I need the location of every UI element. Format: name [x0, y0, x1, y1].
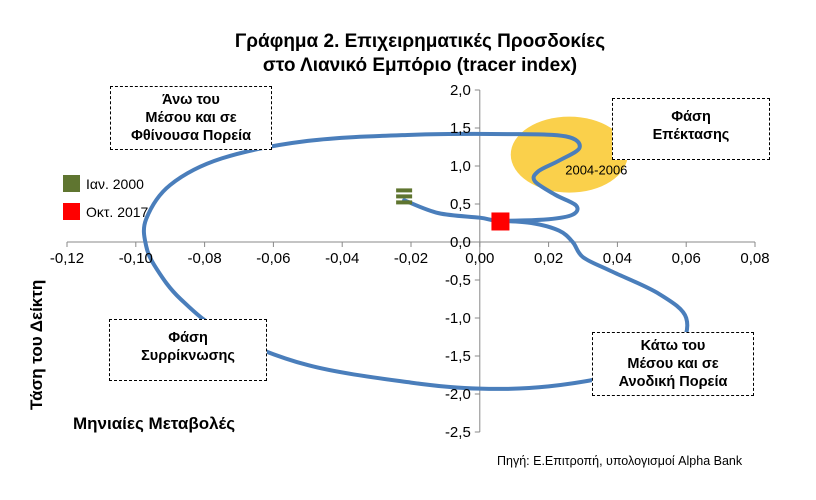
quadrant-box-bottom-right: Κάτω του Μέσου και σε Ανοδική Πορεία: [592, 332, 754, 396]
quadrant-box-bottom-left: Φάση Συρρίκνωσης: [109, 319, 267, 381]
box-line: Επέκτασης: [652, 127, 730, 143]
x-tick-label: -0,06: [256, 250, 290, 267]
chart-title-line2: στο Λιανικό Εμπόριο (tracer index): [262, 55, 578, 76]
box-line: Ανοδική Πορεία: [618, 374, 728, 390]
legend-item-end: Οκτ. 2017: [63, 203, 148, 220]
y-tick-label: -2,0: [445, 386, 471, 403]
quadrant-box-top-right: Φάση Επέκτασης: [612, 98, 770, 160]
y-tick-label: 0,0: [450, 234, 471, 251]
highlight-label: 2004-2006: [565, 163, 627, 178]
x-tick-label: -0,04: [325, 250, 359, 267]
legend-swatch: [63, 175, 80, 192]
quadrant-box-top-left: Άνω του Μέσου και σε Φθίνουσα Πορεία: [110, 86, 272, 150]
x-tick-label: 0,04: [603, 250, 632, 267]
y-tick-label: -0,5: [445, 272, 471, 289]
x-tick-label: 0,00: [465, 250, 494, 267]
box-line: Άνω του: [162, 92, 220, 108]
marker-end: [491, 212, 510, 231]
y-tick-label: -1,0: [445, 310, 471, 327]
x-tick-label: 0,08: [740, 250, 769, 267]
x-tick-label: 0,06: [672, 250, 701, 267]
x-tick-label: 0,02: [534, 250, 563, 267]
y-axis-label: Τάση του Δείκτη: [27, 279, 46, 410]
y-tick-label: 2,0: [450, 82, 471, 99]
marker-start-bar: [396, 194, 413, 199]
y-tick-label: -2,5: [445, 424, 471, 441]
box-line: Φάση: [671, 109, 711, 125]
box-line: Φάση: [168, 330, 208, 346]
x-tick-label: -0,10: [119, 250, 153, 267]
y-tick-label: 1,0: [450, 158, 471, 175]
marker-start: [396, 188, 413, 205]
legend-label: Οκτ. 2017: [86, 203, 149, 220]
legend-item-start: Ιαν. 2000: [63, 175, 144, 192]
x-tick-label: -0,08: [187, 250, 221, 267]
x-tick-label: -0,02: [394, 250, 428, 267]
x-tick-label: -0,12: [50, 250, 84, 267]
box-line: Μέσου και σε: [145, 110, 237, 126]
box-line: Κάτω του: [640, 338, 706, 354]
series-line: [141, 131, 690, 391]
y-tick-label: -1,5: [445, 348, 471, 365]
source-note: Πηγή: Ε.Επιτροπή, υπολογισμοί Alpha Bank: [497, 454, 743, 468]
box-line: Φθίνουσα Πορεία: [130, 128, 252, 144]
x-axis-label: Μηνιαίες Μεταβολές: [73, 414, 236, 433]
y-tick-label: 0,5: [450, 196, 471, 213]
box-line: Συρρίκνωσης: [141, 348, 235, 364]
y-tick-label: 1,5: [450, 120, 471, 137]
marker-start-bar: [396, 188, 413, 193]
box-line: Μέσου και σε: [627, 356, 719, 372]
marker-start-bar: [396, 200, 413, 205]
legend-swatch: [63, 203, 80, 220]
chart-title-line1: Γράφημα 2. Επιχειρηματικές Προσδοκίες: [234, 31, 606, 52]
legend-label: Ιαν. 2000: [86, 175, 144, 192]
